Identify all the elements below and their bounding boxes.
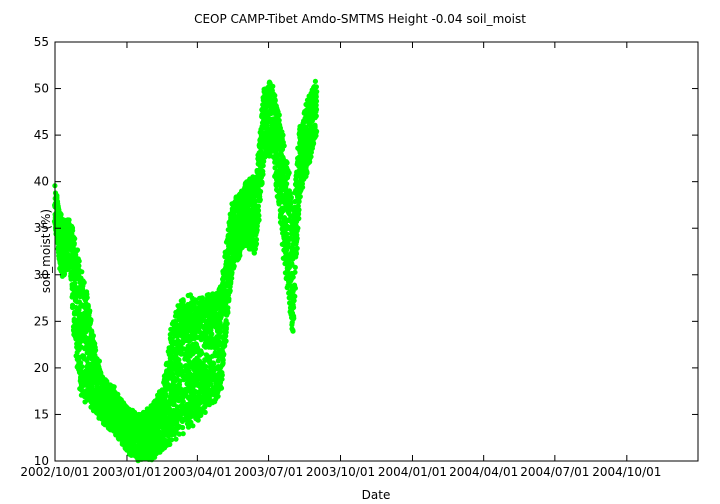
data-point [77,360,84,366]
data-point [90,333,96,339]
data-point [292,269,298,275]
data-point [71,242,77,248]
data-point [231,263,237,269]
data-point [93,347,99,353]
data-point [223,338,229,344]
data-point [180,424,186,431]
data-point [111,384,117,390]
data-point [253,236,260,243]
data-point [284,160,290,166]
data-point [290,302,296,308]
data-point [229,270,235,276]
data-point [180,431,186,437]
data-point [292,264,298,270]
data-point [218,314,224,320]
data-point [221,351,227,357]
data-point [54,194,60,201]
data-point [291,313,297,319]
data-point [180,298,186,304]
data-point [224,321,230,327]
data-point [173,436,179,442]
data-point [292,283,298,289]
data-point [284,181,290,187]
data-point [199,350,205,356]
data-point [87,308,93,314]
data-point [256,217,262,223]
data-point [79,269,85,275]
data-point [61,271,67,277]
data-point [276,112,282,118]
data-point [58,211,64,218]
data-point [276,117,282,123]
data-points [51,78,320,464]
data-point [79,364,85,370]
data-point [209,331,215,337]
data-point [66,217,72,223]
data-point [292,293,298,299]
data-point [296,215,302,222]
data-point [290,328,296,334]
data-point [223,329,229,335]
data-point [74,247,81,253]
data-point [76,258,82,264]
data-point [286,170,292,176]
data-point [259,181,265,187]
data-point [226,298,232,304]
data-point [260,163,266,169]
data-point [254,227,260,233]
data-point [280,132,286,138]
data-point [296,211,302,217]
data-point [281,143,287,149]
data-point [220,357,226,363]
data-point [227,280,233,286]
data-point [86,312,92,319]
data-point [70,228,76,234]
data-point [222,343,228,349]
data-point [72,236,78,242]
data-point [202,409,208,415]
data-point [294,245,300,251]
data-point [96,358,102,364]
data-point [115,391,121,397]
data-point [215,393,221,399]
data-point [88,317,94,323]
data-point [288,194,294,201]
data-point [55,201,61,207]
data-point [258,188,264,195]
data-point [84,295,90,301]
chart-title: CEOP CAMP-Tibet Amdo-SMTMS Height -0.04 … [194,12,526,26]
data-point [225,308,231,314]
data-point [218,385,225,391]
data-point [295,225,301,231]
data-point [255,207,262,214]
data-point [284,231,290,237]
data-point [260,168,266,174]
data-point [81,279,87,286]
data-point [294,235,300,241]
data-point [219,372,225,378]
data-point [293,251,299,257]
data-point [190,423,196,429]
data-point [169,437,175,443]
data-point [92,341,98,347]
data-point [85,302,91,308]
data-point [76,263,82,269]
data-point [290,274,296,280]
